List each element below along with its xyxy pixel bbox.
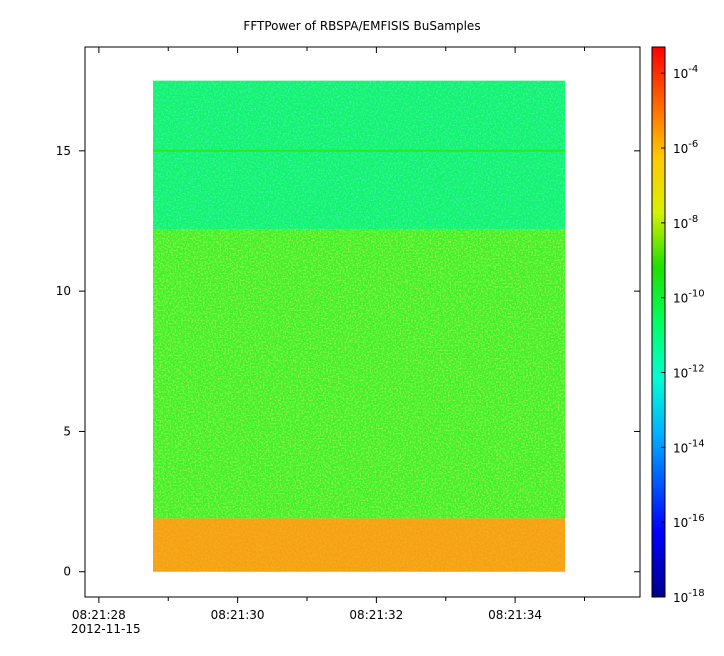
y-tick-label: 15 — [56, 144, 71, 158]
heatmap-band-texture — [152, 518, 566, 572]
colorbar-tick-label: 10-4 — [673, 64, 698, 81]
colorbar-tick-label: 10-12 — [673, 364, 705, 381]
chart-title: FFTPower of RBSPA/EMFISIS BuSamples — [243, 19, 480, 33]
y-axis: 0 5 10 15 — [56, 144, 640, 579]
x-tick-label: 08:21:28 — [72, 608, 126, 622]
colorbar-tick-label: 10-14 — [673, 438, 705, 455]
y-tick-label: 0 — [63, 565, 71, 579]
colorbar-tick-label: 10-10 — [673, 289, 705, 306]
colorbar-tick-label: 10-18 — [673, 588, 705, 605]
heatmap-band-texture — [152, 80, 566, 230]
heatmap-line-feature — [152, 149, 566, 152]
colorbar — [651, 46, 666, 598]
colorbar-axis: 10-18 10-16 10-14 10-12 10-10 10-8 10-6 10-4 — [661, 64, 705, 605]
x-tick-label: 08:21:34 — [488, 608, 542, 622]
y-tick-label: 10 — [56, 284, 71, 298]
spectrogram-image — [152, 80, 566, 572]
y-tick-label: 5 — [63, 424, 71, 438]
x-tick-label: 08:21:32 — [349, 608, 403, 622]
x-tick-date-label: 2012-11-15 — [71, 622, 141, 636]
colorbar-tick-label: 10-8 — [673, 214, 698, 231]
x-tick-label: 08:21:30 — [211, 608, 265, 622]
colorbar-tick-label: 10-6 — [673, 139, 698, 156]
heatmap-band-texture — [152, 229, 566, 519]
colorbar-tick-label: 10-16 — [673, 513, 705, 530]
